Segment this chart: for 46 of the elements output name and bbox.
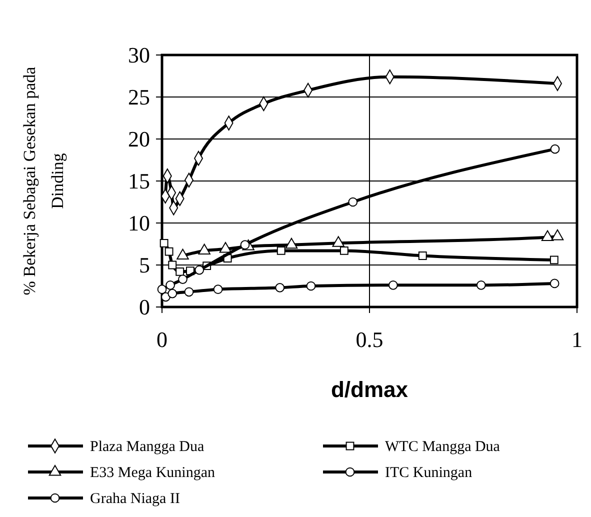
point — [176, 268, 184, 276]
point — [348, 197, 358, 207]
point — [550, 278, 560, 288]
legend-label: Graha Niaga II — [90, 491, 180, 507]
point — [198, 244, 210, 254]
point — [168, 260, 177, 270]
point — [168, 288, 178, 298]
point — [176, 248, 189, 260]
point — [157, 284, 167, 294]
point — [194, 265, 204, 275]
y-tick-label: 10 — [128, 210, 150, 236]
point — [388, 280, 398, 290]
legend-label: WTC Mangga Dua — [385, 439, 500, 455]
legend-label: ITC Kuningan — [385, 465, 473, 481]
point — [550, 256, 558, 264]
point — [275, 283, 285, 292]
x-axis-title: d/dmax — [330, 377, 409, 402]
point — [550, 144, 560, 154]
point — [178, 274, 188, 284]
point — [285, 238, 298, 249]
y-axis-title: % Bekerja Sebagai Gesekan pada Dinding — [20, 66, 67, 296]
y-tick-label: 5 — [139, 252, 150, 278]
point — [184, 287, 194, 297]
y-tick-label: 20 — [128, 126, 150, 152]
x-tick-label: 0 — [156, 327, 168, 352]
point — [166, 280, 175, 290]
point — [306, 281, 316, 291]
legend-label: E33 Mega Kuningan — [90, 465, 216, 481]
legend-label: Plaza Mangga Dua — [90, 439, 204, 455]
point — [541, 230, 554, 242]
point — [476, 280, 486, 290]
point — [276, 246, 286, 255]
point — [213, 284, 223, 294]
point — [164, 247, 174, 256]
point — [340, 246, 348, 255]
point — [551, 229, 564, 240]
point — [160, 238, 168, 248]
y-tick-label: 0 — [139, 294, 150, 320]
y-tick-label: 25 — [128, 84, 150, 110]
point — [418, 252, 427, 260]
y-tick-label: 30 — [128, 42, 150, 68]
point — [219, 242, 232, 253]
point — [332, 236, 345, 247]
y-tick-label: 15 — [128, 168, 150, 194]
x-tick-label: 1 — [572, 327, 582, 352]
x-tick-label: 0.5 — [356, 327, 384, 352]
